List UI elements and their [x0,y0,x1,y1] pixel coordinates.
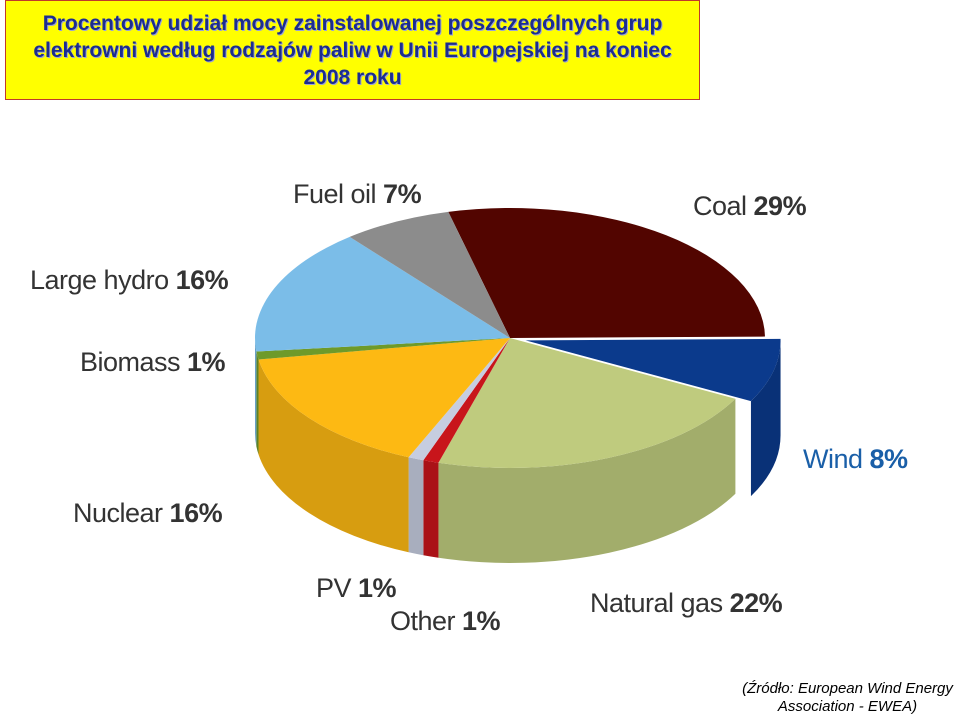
slice-label: Fuel oil 7% [293,179,422,209]
slice-label: Nuclear 16% [73,498,223,528]
slice-label: Coal 29% [693,191,807,221]
slice [258,338,510,458]
slice-side [258,359,409,553]
category-name: Fuel oil [293,179,376,209]
slice [255,236,510,352]
slice [448,208,765,338]
category-name: Large hydro [30,265,169,295]
value-label: 16% [170,498,223,528]
slice-label: Biomass 1% [80,347,226,377]
slice-side [438,398,736,563]
slice-side [256,351,259,455]
slice [408,338,510,461]
value-label: 29% [754,191,807,221]
category-name: Nuclear [73,498,163,528]
slice [423,338,510,463]
value-label: 1% [187,347,226,377]
value-label: 7% [383,179,422,209]
slice [525,338,781,402]
slice-label: Wind 8% [803,444,908,474]
slice-label: PV 1% [316,573,397,603]
chart-title: Procentowy udział mocy zainstalowanej po… [5,0,700,100]
category-name: Wind [803,444,863,474]
slice-side [255,338,257,447]
slice-label: Large hydro 16% [30,265,229,295]
value-label: 8% [870,444,909,474]
category-name: Biomass [80,347,180,377]
value-label: 16% [176,265,229,295]
category-name: Coal [693,191,747,221]
category-name: Other [390,606,456,636]
slice [256,338,510,360]
value-label: 1% [358,573,397,603]
slice [438,338,736,469]
slice-label: Natural gas 22% [590,588,783,618]
category-name: Natural gas [590,588,723,618]
value-label: 1% [462,606,501,636]
category-name: PV [316,573,352,603]
source-note: (Źródło: European Wind Energy Associatio… [742,680,953,715]
slice-side [408,457,424,556]
slice-label: Other 1% [390,606,501,636]
slice-side [423,460,439,558]
slice [349,211,510,338]
value-label: 22% [730,588,783,618]
slice-side [750,340,781,497]
